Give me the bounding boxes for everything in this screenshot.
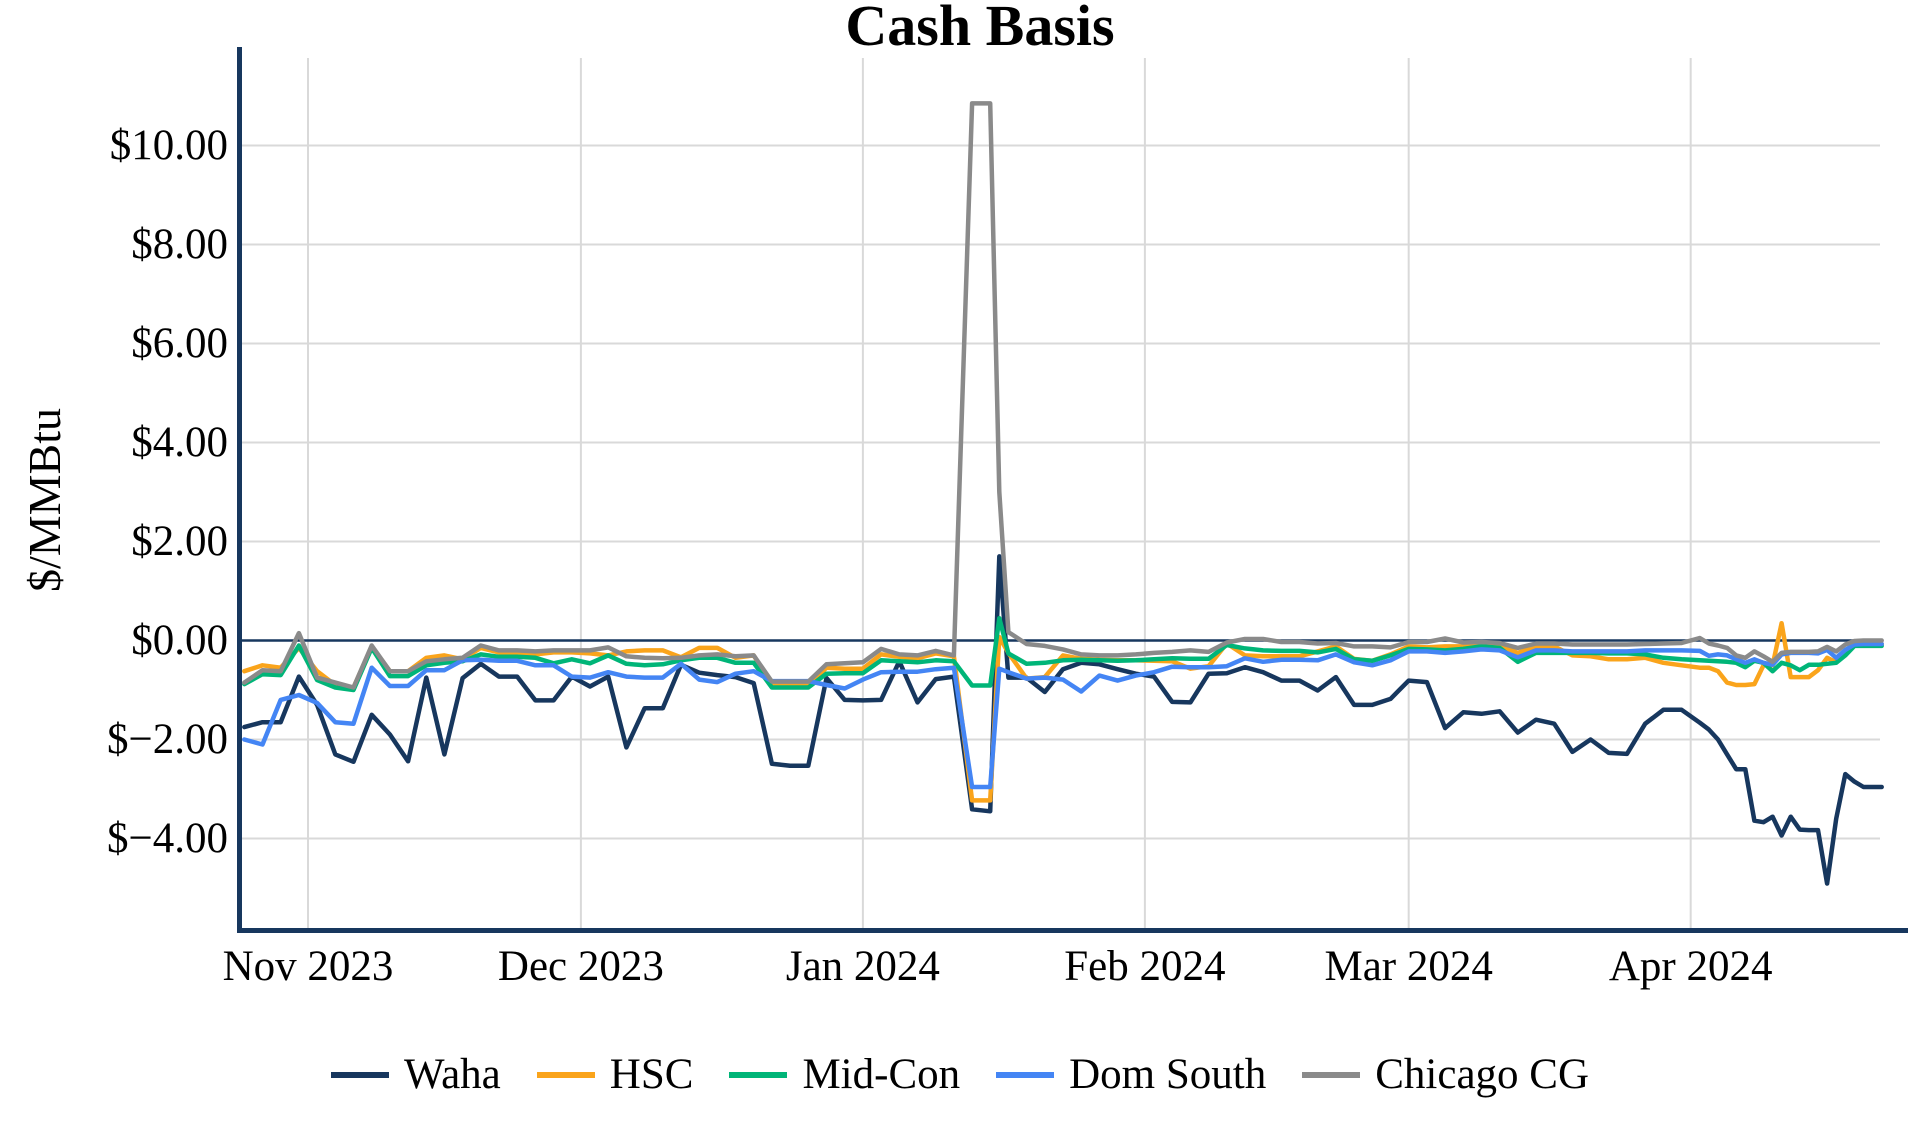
legend-item-dom-south: Dom South [996, 1050, 1266, 1099]
x-tick-label: Dec 2023 [497, 943, 664, 990]
y-tick-label: $−2.00 [106, 715, 228, 763]
y-tick-label: $8.00 [131, 220, 228, 268]
legend-label: HSC [609, 1051, 694, 1098]
series-line-waha [242, 554, 1884, 886]
x-tick-label: Apr 2024 [1608, 943, 1773, 990]
y-axis-line [237, 47, 242, 933]
x-tick-label: Nov 2023 [222, 943, 394, 990]
y-tick-label: $6.00 [131, 319, 228, 367]
legend-item-mid-con: Mid-Con [729, 1050, 960, 1099]
legend-item-chicago-cg: Chicago CG [1302, 1050, 1589, 1099]
legend-swatch-icon [1302, 1071, 1361, 1078]
series-line-mid-con [242, 615, 1884, 693]
y-tick-label: $2.00 [131, 517, 228, 565]
legend-swatch-icon [996, 1071, 1055, 1078]
legend-label: Chicago CG [1375, 1051, 1590, 1098]
legend-label: Waha [403, 1051, 501, 1098]
series-line-chicago-cg [242, 101, 1884, 690]
legend-swatch-icon [729, 1071, 788, 1078]
x-axis-line [237, 928, 1908, 933]
x-tick-label: Mar 2024 [1324, 943, 1493, 990]
legend-label: Mid-Con [802, 1051, 961, 1098]
legend-item-hsc: HSC [536, 1050, 694, 1099]
x-tick-label: Jan 2024 [785, 943, 940, 990]
legend-item-waha: Waha [330, 1050, 501, 1099]
legend-label: Dom South [1069, 1051, 1267, 1098]
x-tick-label: Feb 2024 [1064, 943, 1226, 990]
y-tick-label: $4.00 [131, 418, 228, 466]
legend-swatch-icon [330, 1071, 389, 1078]
series-line-dom-south [242, 641, 1884, 790]
y-tick-label: $0.00 [131, 616, 228, 664]
y-axis-title: $/MMBtu [19, 407, 70, 593]
y-tick-label: $10.00 [109, 121, 228, 169]
legend: Waha HSC Mid-Con Dom South Chicago CG [0, 1050, 1920, 1099]
legend-swatch-icon [536, 1071, 595, 1078]
y-tick-label: $−4.00 [106, 814, 228, 862]
chart-title: Cash Basis [845, 0, 1115, 58]
